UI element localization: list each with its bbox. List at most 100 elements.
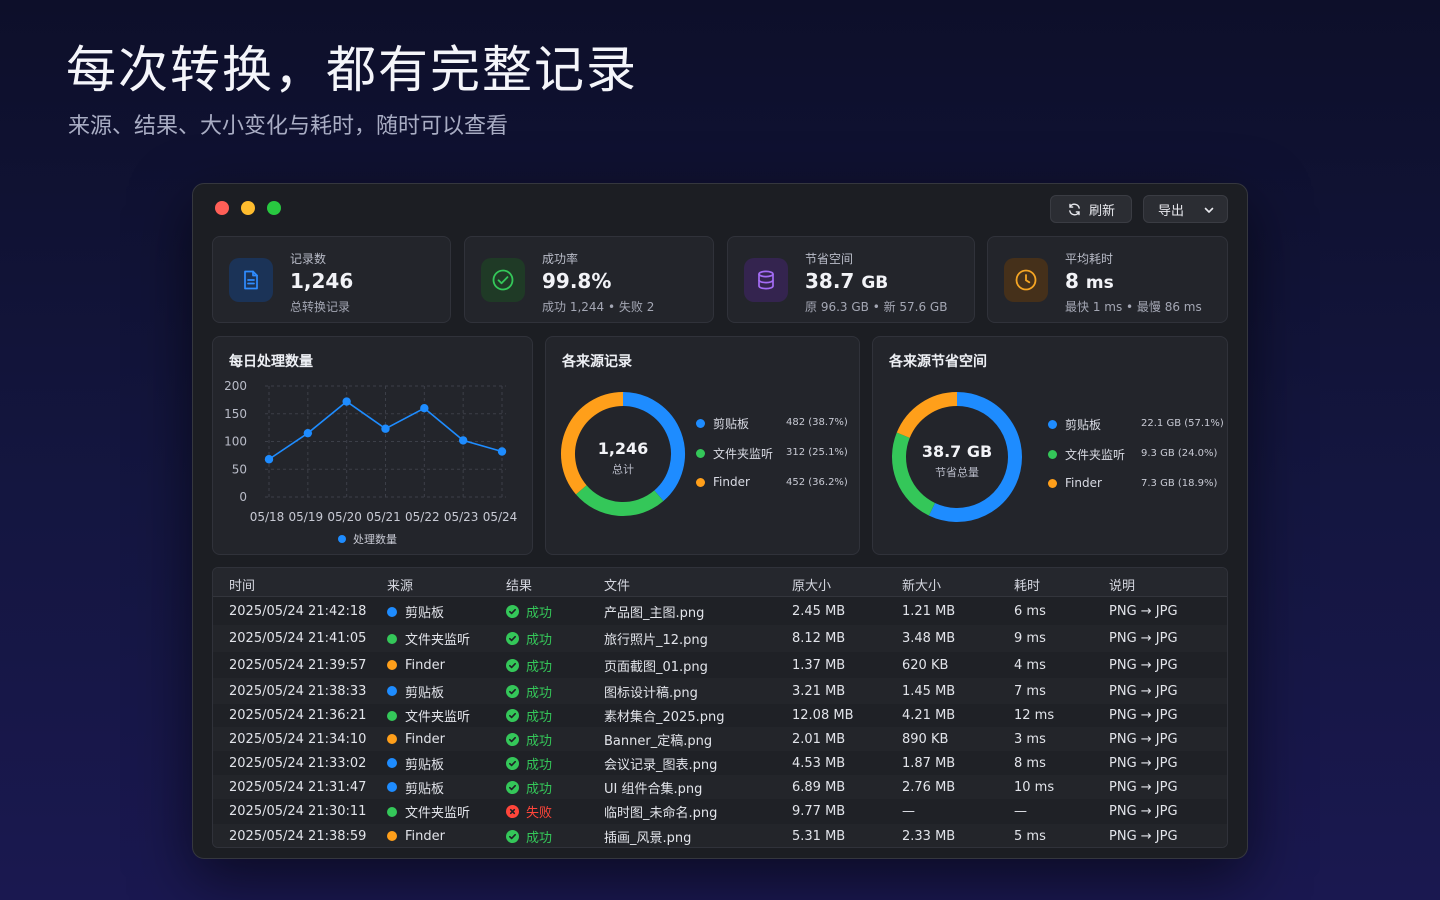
cell-source: 文件夹监听 [387,625,470,652]
col-header-result[interactable]: 结果 [506,579,533,594]
legend-value: 22.1 GB (57.1%) [1141,418,1224,429]
result-text: 成功 [526,685,553,701]
donut-slice[interactable] [561,392,624,495]
table-row[interactable]: 2025/05/24 21:42:18 剪贴板 成功 产品图_主图.png 2.45 M… [213,598,1227,625]
cell-source: 剪贴板 [387,678,444,704]
data-point[interactable] [420,404,429,413]
cell-result: 成功 [506,625,552,652]
col-header-file[interactable]: 文件 [604,579,631,594]
source-records-donut [561,392,685,516]
col-header-original-size[interactable]: 原大小 [792,579,832,594]
original-size: 4.53 MB [792,755,846,771]
source-dot [387,606,397,617]
cell-time: 2025/05/24 21:38:33 [229,678,366,704]
table-row[interactable]: 2025/05/24 21:39:57 Finder 成功 页面截图_01.png 1.… [213,652,1227,678]
table-row[interactable]: 2025/05/24 21:38:33 剪贴板 成功 图标设计稿.png 3.21 MB… [213,678,1227,704]
data-point[interactable] [264,455,274,464]
cell-note: PNG → JPG [1109,799,1178,824]
export-dropdown-button[interactable]: 导出 [1143,195,1228,223]
legend-item[interactable]: 文件夹监听 [1048,446,1125,463]
cell-duration: 9 ms [1014,625,1046,652]
file-name: UI 组件合集.png [604,781,703,797]
data-point[interactable] [458,436,468,445]
data-point[interactable] [342,397,351,406]
source-dot [387,686,397,696]
new-size: 3.48 MB [902,631,956,646]
table-row[interactable]: 2025/05/24 21:36:21 文件夹监听 成功 素材集合_2025.png 1… [213,704,1227,727]
donut-slice[interactable] [892,432,936,516]
data-point[interactable] [497,447,507,456]
original-size: 8.12 MB [792,631,846,646]
note-text: PNG → JPG [1109,755,1178,771]
legend-item[interactable]: 剪贴板 [1048,416,1101,433]
col-header-note[interactable]: 说明 [1109,579,1136,594]
legend-item[interactable]: 剪贴板 [696,415,749,432]
source-text: Finder [405,828,445,844]
file-name: Banner_定稿.png [604,733,713,749]
result-text: 成功 [526,830,553,846]
database-icon [758,270,774,290]
table-row[interactable]: 2025/05/24 21:33:02 剪贴板 成功 会议记录_图表.png 4.53 … [213,751,1227,775]
duration: 9 ms [1014,631,1046,646]
table-row[interactable]: 2025/05/24 21:34:10 Finder 成功 Banner_定稿.png… [213,727,1227,751]
y-tick-label: 100 [224,435,247,449]
close-window-button[interactable] [215,201,229,215]
cell-duration: 3 ms [1014,727,1046,751]
success-check-icon [506,756,519,770]
refresh-icon [1069,203,1080,215]
hero-subtitle: 来源、结果、大小变化与耗时，随时可以查看 [68,114,509,139]
stat-sub: 总转换记录 [290,300,351,314]
donut-slice[interactable] [896,392,958,439]
minimize-window-button[interactable] [241,201,255,215]
duration: — [1014,804,1027,819]
legend-item[interactable]: Finder [1048,476,1102,490]
cell-result: 成功 [506,652,552,678]
result-text: 成功 [526,659,553,675]
note-text: PNG → JPG [1109,828,1178,844]
success-check-icon [506,632,519,645]
stat-sub: 最快 1 ms • 最慢 86 ms [1065,300,1202,314]
refresh-button[interactable]: 刷新 [1050,195,1132,223]
duration: 7 ms [1014,683,1046,699]
col-header-source[interactable]: 来源 [387,579,414,594]
legend-item[interactable]: 文件夹监听 [696,445,773,462]
cell-file: UI 组件合集.png [604,775,702,799]
legend-dot [1048,478,1057,488]
stat-card-space-saved: 节省空间 38.7 GB 原 96.3 GB • 新 57.6 GB [727,236,975,323]
donut-center-label: 节省总量 [935,466,979,479]
time-text: 2025/05/24 21:42:18 [229,604,367,619]
result-text: 成功 [526,606,553,621]
source-records-panel: 各来源记录 1,246 总计 剪贴板 482 (38.7%) 文件夹监听 312 (2… [545,336,860,555]
success-check-icon [506,658,519,672]
table-row[interactable]: 2025/05/24 21:41:05 文件夹监听 成功 旅行照片_12.png 8.1… [213,625,1227,652]
source-text: 剪贴板 [405,606,445,621]
cell-file: 页面截图_01.png [604,652,708,678]
col-header-duration[interactable]: 耗时 [1014,579,1041,594]
cell-time: 2025/05/24 21:33:02 [229,751,366,775]
source-text: 剪贴板 [405,781,445,797]
table-row[interactable]: 2025/05/24 21:31:47 剪贴板 成功 UI 组件合集.png 6.89 … [213,775,1227,799]
table-row[interactable]: 2025/05/24 21:30:11 文件夹监听 失败 临时图_未命名.png 9.7… [213,799,1227,824]
donut-slice[interactable] [622,392,685,501]
x-tick-label: 05/18 [250,510,285,524]
col-header-new-size[interactable]: 新大小 [902,579,942,594]
cell-result: 失败 [506,799,552,824]
success-check-icon [506,684,519,698]
donut-slice[interactable] [928,392,1022,522]
y-tick-label: 200 [224,379,247,393]
legend-label: 文件夹监听 [713,447,774,461]
data-point[interactable] [303,428,313,438]
note-text: PNG → JPG [1109,657,1178,673]
legend-item[interactable]: Finder [696,475,750,489]
cell-new-size: 890 KB [902,727,948,751]
x-tick-label: 05/23 [444,510,479,524]
cell-original-size: 2.01 MB [792,727,845,751]
stat-label: 平均耗时 [1065,252,1114,266]
data-point[interactable] [381,424,390,433]
table-row[interactable]: 2025/05/24 21:38:59 Finder 成功 插画_风景.png 5.31… [213,824,1227,847]
col-header-time[interactable]: 时间 [229,579,256,594]
new-size: 4.21 MB [902,708,956,723]
time-text: 2025/05/24 21:34:10 [229,731,367,747]
donut-slice[interactable] [575,485,664,516]
zoom-window-button[interactable] [267,201,281,215]
